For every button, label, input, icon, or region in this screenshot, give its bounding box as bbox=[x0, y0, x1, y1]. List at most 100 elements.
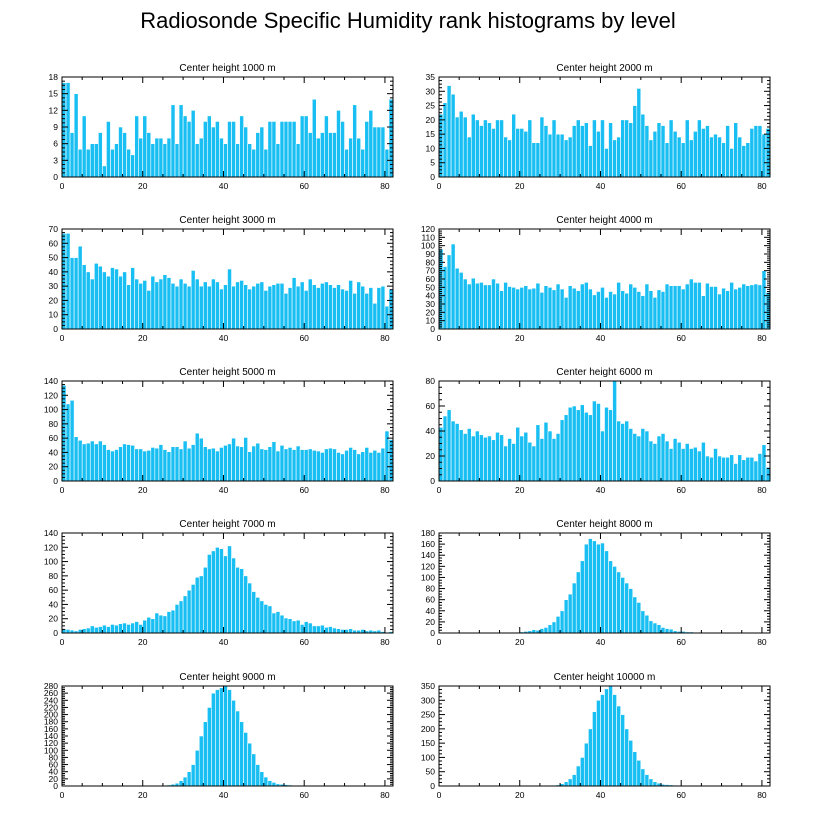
panel-1-bar-55 bbox=[283, 121, 289, 178]
panel-4-bar-6 bbox=[462, 278, 468, 330]
panel-6-bar-18 bbox=[511, 443, 517, 482]
panel-5-bar-31 bbox=[186, 447, 192, 482]
panel-2-x-tick-label: 80 bbox=[757, 181, 767, 191]
panel-1-x-tick-label: 20 bbox=[138, 181, 148, 191]
panel-9-title: Center height 9000 m bbox=[179, 672, 275, 683]
panel-8-y-tick-label: 0 bbox=[430, 628, 435, 638]
panel-6-bar-51 bbox=[644, 430, 650, 482]
panel-7-bar-24 bbox=[158, 614, 164, 634]
panel-9-bar-29 bbox=[178, 780, 184, 787]
panel-5-bar-17 bbox=[130, 444, 135, 482]
panel-2-bar-44 bbox=[616, 136, 621, 178]
panel-2-bar-71 bbox=[725, 125, 730, 178]
panel-2-bar-75 bbox=[741, 145, 747, 178]
panel-9-bar-45 bbox=[243, 732, 248, 787]
panel-6-bar-68 bbox=[713, 448, 718, 482]
panel-10-title: Center height 10000 m bbox=[554, 672, 656, 683]
panel-6-bar-42 bbox=[608, 409, 613, 482]
panel-5-bar-50 bbox=[263, 449, 269, 482]
panel-2-bar-35 bbox=[579, 125, 585, 178]
panel-8-y-tick-label: 160 bbox=[421, 539, 435, 549]
panel-4-bar-19 bbox=[515, 288, 521, 330]
panel-6-bar-60 bbox=[680, 448, 686, 482]
panel-6-bar-17 bbox=[507, 438, 512, 482]
panel-8-bar-56 bbox=[664, 628, 670, 634]
panel-6-x-tick-label: 80 bbox=[757, 485, 767, 495]
panel-3-bar-74 bbox=[360, 285, 366, 330]
panel-6-bar-21 bbox=[523, 431, 529, 482]
panel-6-bar-16 bbox=[503, 445, 508, 482]
panel-6-bar-24 bbox=[535, 424, 541, 482]
panel-3-bar-66 bbox=[328, 284, 333, 330]
panel-7-y-tick-label: 140 bbox=[44, 528, 58, 538]
panel-5-bar-9 bbox=[98, 440, 103, 482]
panel-4-title: Center height 4000 m bbox=[556, 215, 652, 226]
panel-4-bar-30 bbox=[559, 288, 565, 330]
panel-8-bar-54 bbox=[656, 624, 662, 634]
panel-8-y-tick-label: 140 bbox=[421, 550, 435, 560]
panel-6-bar-38 bbox=[592, 400, 597, 482]
panel-2-bar-31 bbox=[563, 139, 569, 178]
panel-3-bar-31 bbox=[186, 285, 192, 330]
panel-4-bar-43 bbox=[612, 293, 617, 330]
panel-8-bar-37 bbox=[588, 538, 593, 634]
panel-6-bar-6 bbox=[462, 433, 468, 482]
panel-3-bar-68 bbox=[336, 284, 341, 330]
panel-3-bar-3 bbox=[73, 257, 79, 330]
panel-1-bar-20 bbox=[142, 115, 148, 178]
panel-8-bar-34 bbox=[575, 571, 581, 634]
panel-3-bar-34 bbox=[198, 285, 204, 330]
panel-3-x-tick-label: 0 bbox=[60, 333, 65, 343]
panel-7-bar-15 bbox=[122, 622, 127, 634]
panel-3-bar-23 bbox=[154, 281, 160, 330]
panel-9-bar-33 bbox=[194, 749, 200, 787]
panel-9-x-tick-label: 20 bbox=[138, 790, 148, 800]
panel-10-bar-39 bbox=[596, 699, 601, 787]
panel-2-bar-47 bbox=[628, 122, 634, 178]
panel-1-y-tick-label: 6 bbox=[53, 139, 58, 149]
panel-10-y-tick-label: 0 bbox=[430, 781, 435, 791]
panel-7-bar-61 bbox=[307, 622, 313, 634]
panel-4-bar-60 bbox=[680, 288, 686, 330]
panel-9-bar-34 bbox=[198, 735, 204, 787]
panel-7-bar-69 bbox=[340, 629, 345, 634]
panel-6-y-tick-label: 80 bbox=[426, 376, 436, 386]
panel-5-y-tick-label: 20 bbox=[49, 462, 59, 472]
panel-4-bar-57 bbox=[668, 285, 674, 330]
panel-2-bar-28 bbox=[551, 119, 557, 178]
panel-2-bar-20 bbox=[519, 128, 525, 178]
panel-1-bar-61 bbox=[307, 132, 313, 178]
panel-7-x-tick-label: 80 bbox=[380, 637, 390, 647]
panel-7-bar-52 bbox=[271, 612, 277, 634]
panel-7-bar-27 bbox=[170, 609, 176, 634]
panel-2-bar-78 bbox=[753, 125, 759, 178]
panel-4-bar-40 bbox=[600, 287, 605, 330]
panel-1-bar-17 bbox=[130, 154, 135, 178]
panel-1-bar-29 bbox=[178, 104, 184, 178]
panel-3-bar-40 bbox=[223, 284, 228, 330]
panel-9-bar-39 bbox=[219, 687, 224, 787]
panel-6-bar-76 bbox=[745, 456, 751, 482]
panel-2-bar-19 bbox=[515, 128, 521, 178]
panel-3-bar-24 bbox=[158, 278, 164, 330]
panel-2-bar-14 bbox=[495, 119, 500, 178]
panel-5-bar-49 bbox=[259, 448, 265, 482]
panel-7-bar-36 bbox=[207, 554, 212, 634]
panel-8-bar-50 bbox=[640, 610, 646, 634]
panel-9-y-tick-label: 0 bbox=[53, 781, 58, 791]
panel-8-bar-46 bbox=[624, 582, 630, 634]
panel-6-y-tick-label: 20 bbox=[426, 451, 436, 461]
panel-2-bar-13 bbox=[491, 128, 496, 178]
panel-5-bar-54 bbox=[279, 444, 285, 482]
panel-8-bar-47 bbox=[628, 588, 634, 634]
panel-4-bar-74 bbox=[737, 287, 743, 330]
panel-4-bar-48 bbox=[632, 287, 638, 330]
panel-4-bar-23 bbox=[531, 287, 537, 330]
panel-8-x-tick-label: 0 bbox=[437, 637, 442, 647]
panel-3-bar-27 bbox=[170, 282, 176, 330]
panel-2-bar-77 bbox=[749, 128, 755, 178]
panel-1-bar-49 bbox=[259, 126, 265, 178]
panel-1-y-tick-label: 15 bbox=[49, 89, 59, 99]
panel-3-bar-5 bbox=[81, 264, 87, 330]
panel-5-bar-65 bbox=[324, 448, 329, 482]
